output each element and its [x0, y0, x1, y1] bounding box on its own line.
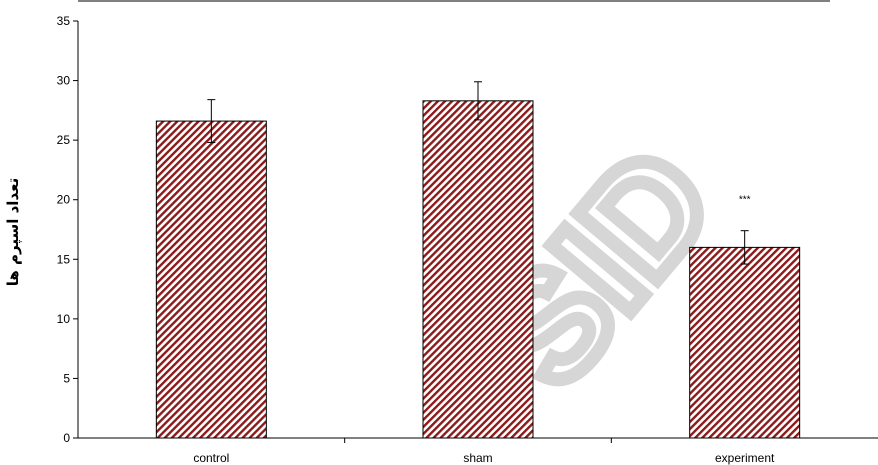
- bar-control: [155, 120, 267, 439]
- y-tick-label: 20: [57, 193, 71, 207]
- y-tick-label: 30: [57, 74, 71, 88]
- y-ticks: 0 5 10 15 20 25 30 35: [57, 14, 78, 445]
- y-tick-label: 35: [57, 14, 71, 28]
- y-tick-label: 10: [57, 312, 71, 326]
- y-tick-label: 0: [63, 431, 70, 445]
- y-tick-label: 15: [57, 252, 71, 266]
- x-ticks: control sham experiment: [193, 438, 775, 465]
- x-tick-label-sham: sham: [463, 451, 492, 465]
- y-tick-label: 5: [63, 371, 70, 385]
- x-tick-label-control: control: [193, 451, 229, 465]
- bar-experiment: [689, 246, 801, 439]
- significance-annotation: ***: [739, 195, 751, 206]
- y-tick-label: 25: [57, 133, 71, 147]
- y-axis-label: تعداد اسپرم ها: [4, 178, 23, 286]
- error-bars: [207, 81, 749, 265]
- annotations: ***: [739, 195, 751, 206]
- bars: [155, 100, 801, 439]
- x-tick-label-experiment: experiment: [715, 451, 775, 465]
- bar-sham: [422, 100, 534, 439]
